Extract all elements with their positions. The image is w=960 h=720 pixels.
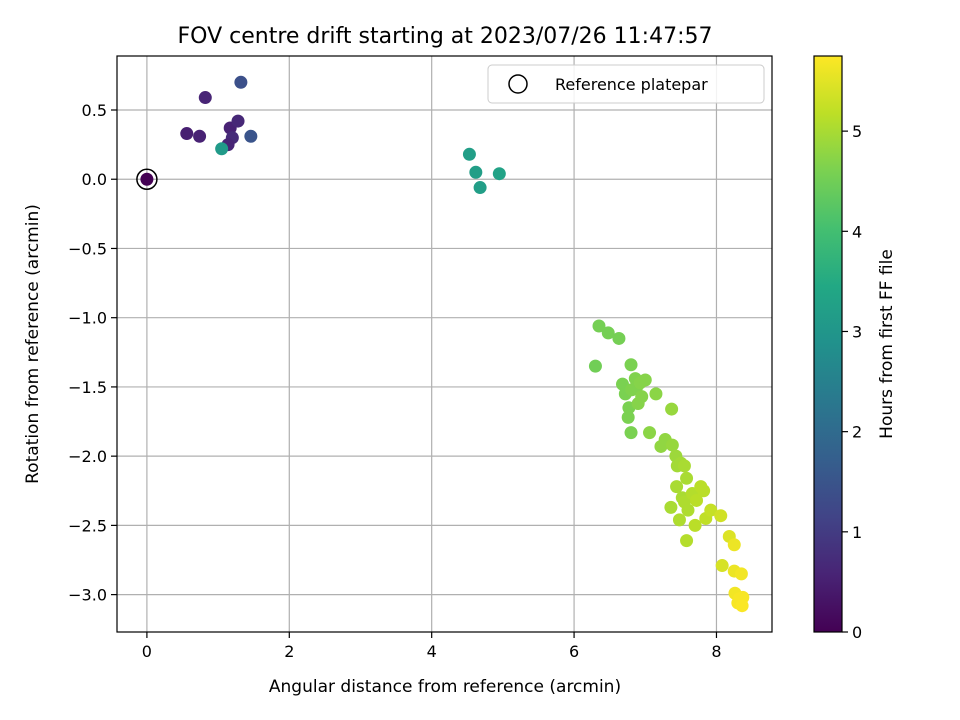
data-point xyxy=(492,167,506,181)
colorbar-tick-label: 1 xyxy=(852,523,862,542)
data-point xyxy=(680,534,694,548)
data-point xyxy=(727,538,741,552)
data-point xyxy=(473,181,487,195)
colorbar-gradient xyxy=(813,55,843,633)
data-point xyxy=(635,390,649,404)
data-point xyxy=(140,172,154,186)
data-point xyxy=(198,91,212,105)
x-tick-label: 8 xyxy=(711,642,721,661)
data-point xyxy=(734,567,748,581)
data-points xyxy=(140,75,750,613)
data-point xyxy=(680,471,694,485)
data-point xyxy=(624,426,638,440)
y-tick-label: −0.5 xyxy=(68,239,107,258)
data-point xyxy=(714,509,728,523)
legend-box xyxy=(487,64,765,104)
data-point xyxy=(193,129,207,143)
y-tick-label: 0.5 xyxy=(82,101,107,120)
colorbar-tick-label: 2 xyxy=(852,423,862,442)
y-tick-label: −2.0 xyxy=(68,447,107,466)
data-point xyxy=(688,518,702,532)
data-point xyxy=(665,402,679,416)
data-point xyxy=(677,459,691,473)
data-point xyxy=(670,480,684,494)
y-axis-label: Rotation from reference (arcmin) xyxy=(23,204,43,484)
legend-label: Reference platepar xyxy=(555,75,708,94)
colorbar-tick-label: 3 xyxy=(852,322,862,341)
colorbar-tick-label: 4 xyxy=(852,222,862,241)
y-tick-label: −1.5 xyxy=(68,378,107,397)
data-point xyxy=(592,319,606,333)
data-point xyxy=(621,410,635,424)
data-point xyxy=(697,484,711,498)
y-tick-label: −1.0 xyxy=(68,309,107,328)
grid-lines xyxy=(117,56,772,632)
data-point xyxy=(665,438,679,452)
data-point xyxy=(704,503,718,517)
x-tick-label: 0 xyxy=(142,642,152,661)
data-point xyxy=(643,426,657,440)
data-point xyxy=(649,387,663,401)
data-point xyxy=(234,75,248,89)
x-tick-label: 2 xyxy=(284,642,294,661)
data-point xyxy=(244,129,258,143)
axis-ticks: 0 2 4 6 8 0.5 0.0 −0.5 −1.0 −1.5 −2.0 −2.5 −3.0 xyxy=(68,101,721,661)
chart-title: FOV centre drift starting at 2023/07/26 … xyxy=(178,24,713,49)
data-point xyxy=(624,358,638,372)
x-tick-label: 4 xyxy=(427,642,437,661)
reference-point-marker xyxy=(136,168,158,190)
reference-marker xyxy=(136,168,158,190)
data-point xyxy=(690,493,704,507)
data-point xyxy=(672,513,686,527)
data-point xyxy=(588,359,602,373)
colorbar-tick-label: 5 xyxy=(852,122,862,141)
legend-marker xyxy=(508,74,528,94)
x-axis-label: Angular distance from reference (arcmin) xyxy=(269,677,621,697)
x-tick-label: 6 xyxy=(569,642,579,661)
data-point xyxy=(664,500,678,514)
data-point xyxy=(180,127,194,141)
data-point xyxy=(469,165,483,179)
data-point xyxy=(215,142,229,156)
legend: Reference platepar xyxy=(487,64,765,104)
data-point xyxy=(735,599,749,613)
data-point xyxy=(715,559,729,573)
data-point xyxy=(638,373,652,387)
data-point xyxy=(462,147,476,161)
data-point xyxy=(612,331,626,345)
colorbar: 0 1 2 3 4 5 Hours from first FF file xyxy=(813,55,897,642)
data-point xyxy=(681,503,695,517)
data-point xyxy=(231,114,245,128)
plot-frame xyxy=(116,55,773,633)
y-tick-label: −2.5 xyxy=(68,516,107,535)
colorbar-label: Hours from first FF file xyxy=(877,249,897,439)
data-point xyxy=(601,326,615,340)
colorbar-tick-label: 0 xyxy=(852,623,862,642)
y-tick-label: −3.0 xyxy=(68,586,107,605)
y-tick-label: 0.0 xyxy=(82,170,107,189)
colorbar-ticks: 0 1 2 3 4 5 xyxy=(842,122,862,642)
